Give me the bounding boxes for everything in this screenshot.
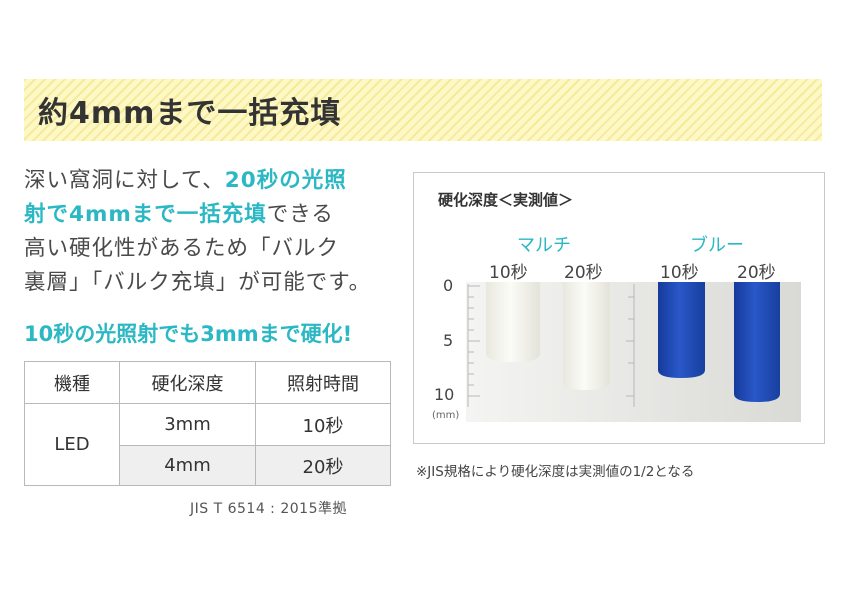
- table-cell-model: LED: [24, 403, 120, 486]
- highlight-text: 射で4mmまで一括充填: [24, 202, 267, 227]
- sample-label: 20秒: [737, 263, 776, 283]
- page-title: 約4mmまで一括充填: [38, 96, 342, 131]
- table-header-row: 機種 硬化深度 照射時間: [24, 361, 391, 404]
- group-label-multi: マルチ: [517, 235, 571, 256]
- blue-10s-sample: [658, 282, 705, 378]
- blue-20s-sample: [734, 282, 780, 402]
- axis-tick-label: 0: [443, 276, 454, 295]
- description-line: 射で4mmまで一括充填できる: [24, 198, 394, 232]
- description-paragraph: 深い窩洞に対して、20秒の光照 射で4mmまで一括充填できる 高い硬化性があるた…: [24, 164, 394, 300]
- table-header: 硬化深度: [119, 361, 256, 404]
- cured-samples-photo: [466, 282, 801, 422]
- highlight-text: 20秒の光照: [224, 168, 347, 193]
- table-cell: 3mm: [119, 403, 256, 446]
- sample-label: 10秒: [489, 263, 528, 283]
- description-line: 裏層」「バルク充填」が可能です。: [24, 270, 372, 295]
- description-line: 深い窩洞に対して、20秒の光照: [24, 164, 394, 198]
- table-cell: 10秒: [255, 403, 391, 446]
- description-line: 高い硬化性があるため「バルク: [24, 236, 340, 261]
- multi-20s-sample: [563, 282, 610, 390]
- table-cell: 20秒: [255, 445, 391, 486]
- text-span: 深い窩洞に対して、: [24, 168, 225, 193]
- footnote: ※JIS規格により硬化深度は実測値の1/2となる: [416, 464, 695, 480]
- group-label-blue: ブルー: [690, 235, 744, 256]
- table-row: 4mm 20秒: [25, 445, 391, 486]
- axis-tick-label: 10: [434, 385, 455, 404]
- figure-title: 硬化深度＜実測値＞: [438, 191, 574, 209]
- title-banner: [24, 79, 822, 141]
- multi-10s-sample: [486, 282, 540, 362]
- standard-reference: JIS T 6514 : 2015準拠: [190, 501, 347, 517]
- table-cell: 4mm: [119, 445, 256, 486]
- sample-label: 20秒: [564, 263, 603, 283]
- text-span: できる: [266, 202, 334, 227]
- ruler-scale: [467, 284, 635, 407]
- table-header: 機種: [24, 361, 120, 404]
- sample-label: 10秒: [660, 263, 699, 283]
- axis-unit: (mm): [432, 410, 460, 421]
- axis-tick-label: 5: [443, 331, 454, 350]
- table-header: 照射時間: [255, 361, 391, 404]
- spec-table: 機種 硬化深度 照射時間 LED 3mm 10秒 4mm 20秒: [24, 361, 391, 486]
- section-subheading: 10秒の光照射でも3mmまで硬化!: [24, 322, 353, 346]
- table-row: LED 3mm 10秒: [24, 403, 391, 486]
